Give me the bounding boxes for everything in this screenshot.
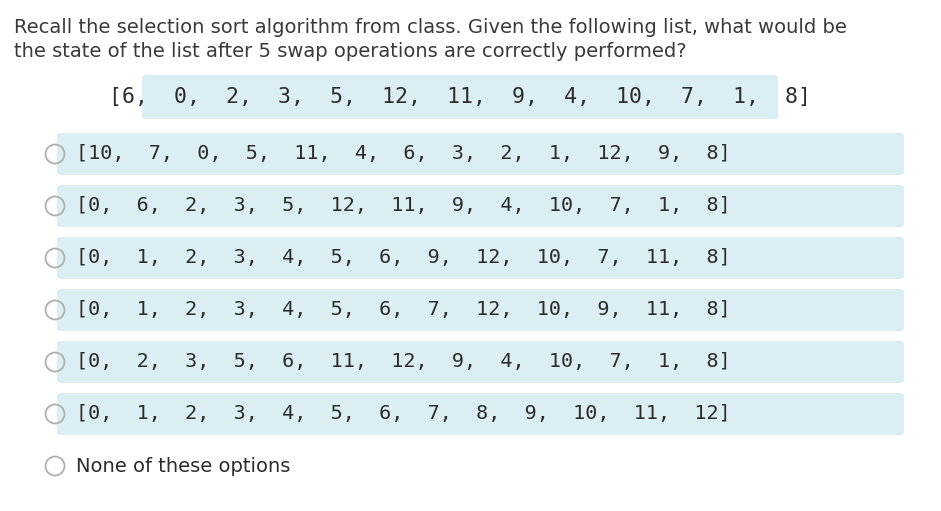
Text: [10,  7,  0,  5,  11,  4,  6,  3,  2,  1,  12,  9,  8]: [10, 7, 0, 5, 11, 4, 6, 3, 2, 1, 12, 9, … (76, 145, 731, 164)
Text: [0,  2,  3,  5,  6,  11,  12,  9,  4,  10,  7,  1,  8]: [0, 2, 3, 5, 6, 11, 12, 9, 4, 10, 7, 1, … (76, 353, 731, 371)
Text: [0,  6,  2,  3,  5,  12,  11,  9,  4,  10,  7,  1,  8]: [0, 6, 2, 3, 5, 12, 11, 9, 4, 10, 7, 1, … (76, 197, 731, 216)
Text: the state of the list after 5 swap operations are correctly performed?: the state of the list after 5 swap opera… (14, 42, 687, 61)
FancyBboxPatch shape (57, 289, 904, 331)
FancyBboxPatch shape (142, 75, 778, 119)
Text: None of these options: None of these options (76, 456, 291, 476)
FancyBboxPatch shape (57, 133, 904, 175)
Text: [0,  1,  2,  3,  4,  5,  6,  7,  12,  10,  9,  11,  8]: [0, 1, 2, 3, 4, 5, 6, 7, 12, 10, 9, 11, … (76, 300, 731, 319)
FancyBboxPatch shape (57, 341, 904, 383)
Text: [0,  1,  2,  3,  4,  5,  6,  9,  12,  10,  7,  11,  8]: [0, 1, 2, 3, 4, 5, 6, 9, 12, 10, 7, 11, … (76, 248, 731, 267)
Text: [0,  1,  2,  3,  4,  5,  6,  7,  8,  9,  10,  11,  12]: [0, 1, 2, 3, 4, 5, 6, 7, 8, 9, 10, 11, 1… (76, 405, 731, 424)
Text: Recall the selection sort algorithm from class. Given the following list, what w: Recall the selection sort algorithm from… (14, 18, 847, 37)
FancyBboxPatch shape (57, 393, 904, 435)
FancyBboxPatch shape (57, 237, 904, 279)
FancyBboxPatch shape (57, 185, 904, 227)
Text: [6,  0,  2,  3,  5,  12,  11,  9,  4,  10,  7,  1,  8]: [6, 0, 2, 3, 5, 12, 11, 9, 4, 10, 7, 1, … (109, 87, 811, 107)
